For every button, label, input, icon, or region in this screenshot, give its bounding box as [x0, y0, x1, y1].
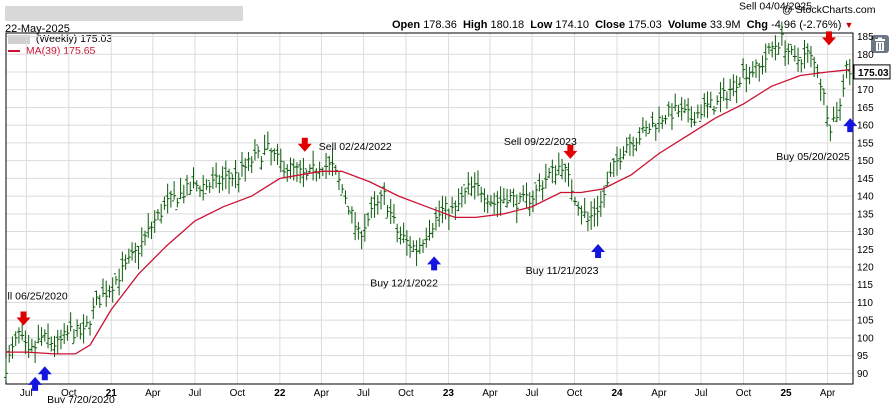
x-tick-label: Oct [61, 388, 77, 399]
chg-down-icon: ▼ [844, 20, 854, 30]
x-tick-label: 23 [443, 388, 455, 399]
sell-arrow-icon [563, 144, 578, 159]
x-tick-label: Apr [820, 388, 836, 399]
legend-price-swatch [8, 34, 30, 44]
x-tick-label: Jul [695, 388, 708, 399]
ma-39-line [6, 69, 850, 355]
y-tick-label: 165 [857, 103, 874, 114]
buy-signal-label: Buy 11/21/2023 [526, 265, 599, 277]
y-tick-label: 115 [857, 280, 873, 291]
x-tick-label: Oct [736, 388, 752, 399]
x-tick-label: Apr [651, 388, 667, 399]
y-tick-label: 145 [857, 174, 874, 185]
y-tick-label: 180 [857, 50, 874, 61]
y-tick-label: 100 [857, 333, 874, 344]
y-tick-label: 160 [857, 121, 874, 132]
buy-arrow-icon [591, 243, 606, 258]
last-price-tag [853, 64, 891, 80]
x-tick-label: Jul [188, 388, 201, 399]
buy-signal-label: Buy 7/20/2020 [47, 394, 115, 403]
sell-signal-label: Sell 09/22/2023 [504, 136, 577, 148]
plot-frame [5, 32, 854, 385]
buy-signal-label: Buy 05/20/2025 [776, 151, 850, 163]
sell-signal-label: Sell 04/04/2025 [739, 0, 812, 12]
legend-price: (Weekly) 175.03 [8, 33, 112, 45]
buy-signal-label: Buy 12/1/2022 [370, 277, 438, 289]
high-value: 180.18 [490, 19, 525, 31]
sell-arrow-icon [16, 311, 31, 326]
sell-signal-label: Sell 02/24/2022 [319, 141, 392, 153]
y-tick-label: 130 [857, 227, 874, 238]
x-tick-label: 22 [274, 388, 286, 399]
buy-arrow-icon [427, 256, 442, 271]
sell-arrow-icon [297, 137, 312, 152]
header-quote: Open 178.36 High 180.18 Low 174.10 Close… [392, 19, 854, 31]
x-tick-label: Oct [230, 388, 246, 399]
y-tick-label: 120 [857, 263, 874, 274]
last-price-label: 175.03 [858, 68, 889, 79]
trash-icon[interactable] [871, 35, 889, 53]
x-tick-label: Oct [398, 388, 414, 399]
y-tick-label: 135 [857, 209, 874, 220]
y-tick-label: 155 [857, 138, 874, 149]
sell-arrow-icon [821, 31, 836, 46]
y-tick-label: 125 [857, 245, 874, 256]
buy-arrow-icon [28, 376, 43, 391]
x-tick-label: 21 [106, 388, 118, 399]
legend-price-label: (Weekly) 175.03 [35, 33, 113, 45]
y-tick-label: 170 [857, 85, 874, 96]
redacted-symbol-box [5, 6, 243, 21]
header-watermark: @ StockCharts.com [782, 4, 876, 16]
x-tick-label: Apr [482, 388, 498, 399]
open-value: 178.36 [423, 19, 457, 31]
y-tick-label: 150 [857, 156, 874, 167]
chg-value: -4.96 (-2.76%) [771, 19, 842, 31]
low-value: 174.10 [555, 19, 589, 31]
buy-arrow-icon [37, 366, 52, 381]
x-tick-label: 25 [780, 388, 792, 399]
close-value: 175.03 [628, 19, 662, 31]
y-tick-label: 95 [857, 351, 869, 362]
x-tick-label: 24 [611, 388, 623, 399]
y-tick-label: 185 [857, 32, 874, 43]
y-tick-label: 140 [857, 192, 874, 203]
x-tick-label: Apr [314, 388, 330, 399]
x-tick-label: Jul [20, 388, 33, 399]
x-tick-label: Apr [145, 388, 161, 399]
volume-value: 33.9M [709, 19, 741, 31]
y-tick-label: 110 [857, 298, 873, 309]
sell-signal-label: ll 06/25/2020 [8, 291, 68, 303]
x-tick-label: Jul [526, 388, 539, 399]
header-date: 22-May-2025 [5, 23, 70, 35]
legend-ma-swatch [8, 50, 20, 53]
x-tick-label: Oct [567, 388, 583, 399]
y-tick-label: 105 [857, 316, 874, 327]
buy-arrow-icon [843, 118, 858, 133]
x-tick-label: Jul [357, 388, 370, 399]
y-tick-label: 90 [857, 369, 869, 380]
